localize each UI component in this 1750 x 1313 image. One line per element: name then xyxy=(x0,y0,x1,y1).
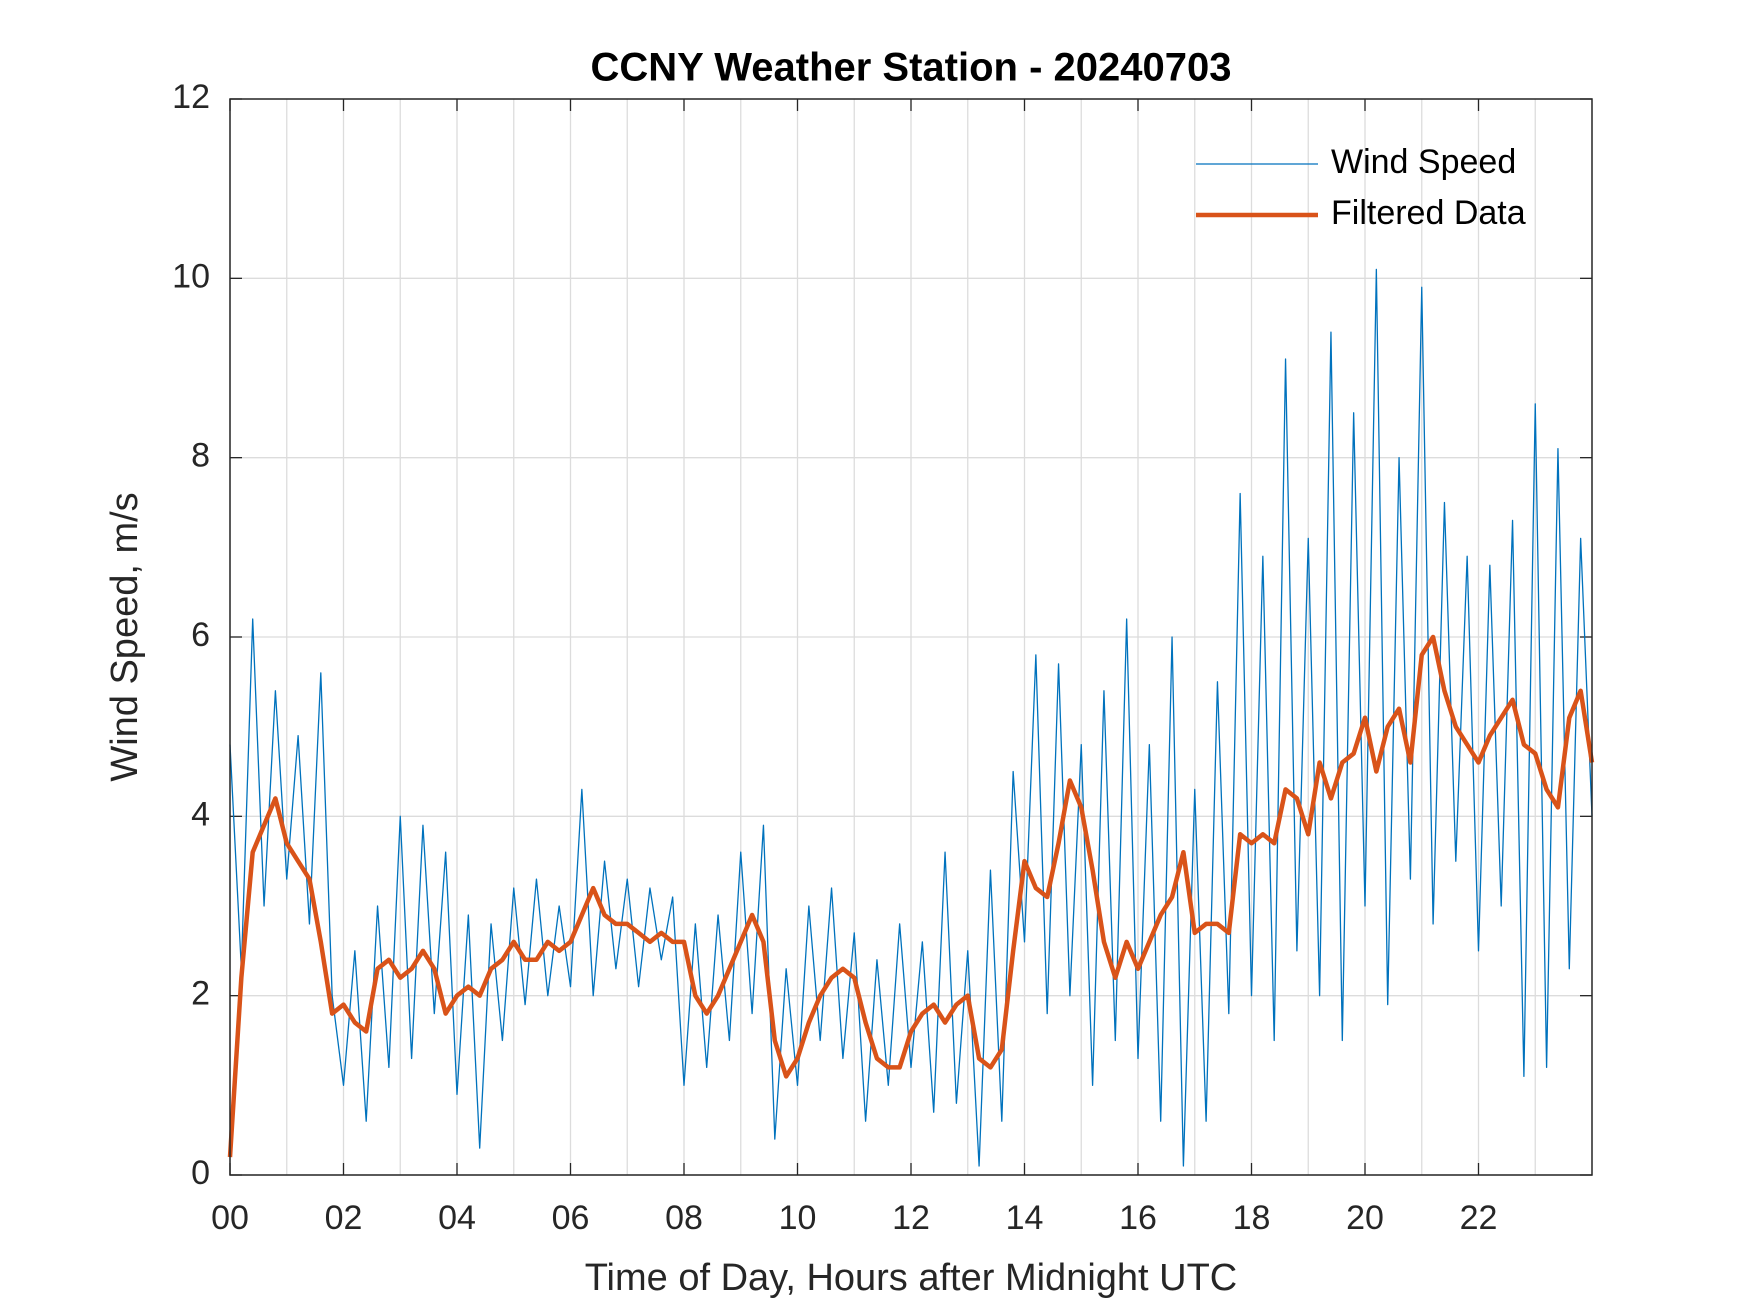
chart-title: CCNY Weather Station - 20240703 xyxy=(591,46,1232,90)
data-line xyxy=(227,634,1595,1158)
y-tick-label: 12 xyxy=(172,78,210,116)
plot-frame xyxy=(229,98,1593,1176)
x-tick-label: 10 xyxy=(779,1199,817,1237)
x-tick-label: 00 xyxy=(211,1199,249,1237)
x-tick-label: 04 xyxy=(438,1199,476,1237)
y-tick-label: 2 xyxy=(191,975,210,1013)
x-tick-label: 02 xyxy=(325,1199,363,1237)
y-axis-label: Wind Speed, m/s xyxy=(104,492,146,781)
x-tick-label: 22 xyxy=(1460,1199,1498,1237)
y-tick-label: 0 xyxy=(191,1154,210,1192)
x-tick-label: 14 xyxy=(1006,1199,1044,1237)
data-line xyxy=(229,268,1593,1167)
y-tick-label: 8 xyxy=(191,437,210,475)
x-tick-label: 06 xyxy=(552,1199,590,1237)
legend-label: Filtered Data xyxy=(1331,194,1526,232)
x-tick-label: 16 xyxy=(1119,1199,1157,1237)
y-tick-label: 10 xyxy=(172,257,210,295)
y-tick-label: 6 xyxy=(191,616,210,654)
x-tick-label: 18 xyxy=(1233,1199,1271,1237)
y-tick-label: 4 xyxy=(191,795,210,833)
x-axis-label: Time of Day, Hours after Midnight UTC xyxy=(585,1257,1238,1299)
x-tick-label: 08 xyxy=(665,1199,703,1237)
x-tick-label: 20 xyxy=(1346,1199,1384,1237)
x-tick-label: 12 xyxy=(892,1199,930,1237)
legend-label: Wind Speed xyxy=(1331,143,1516,181)
